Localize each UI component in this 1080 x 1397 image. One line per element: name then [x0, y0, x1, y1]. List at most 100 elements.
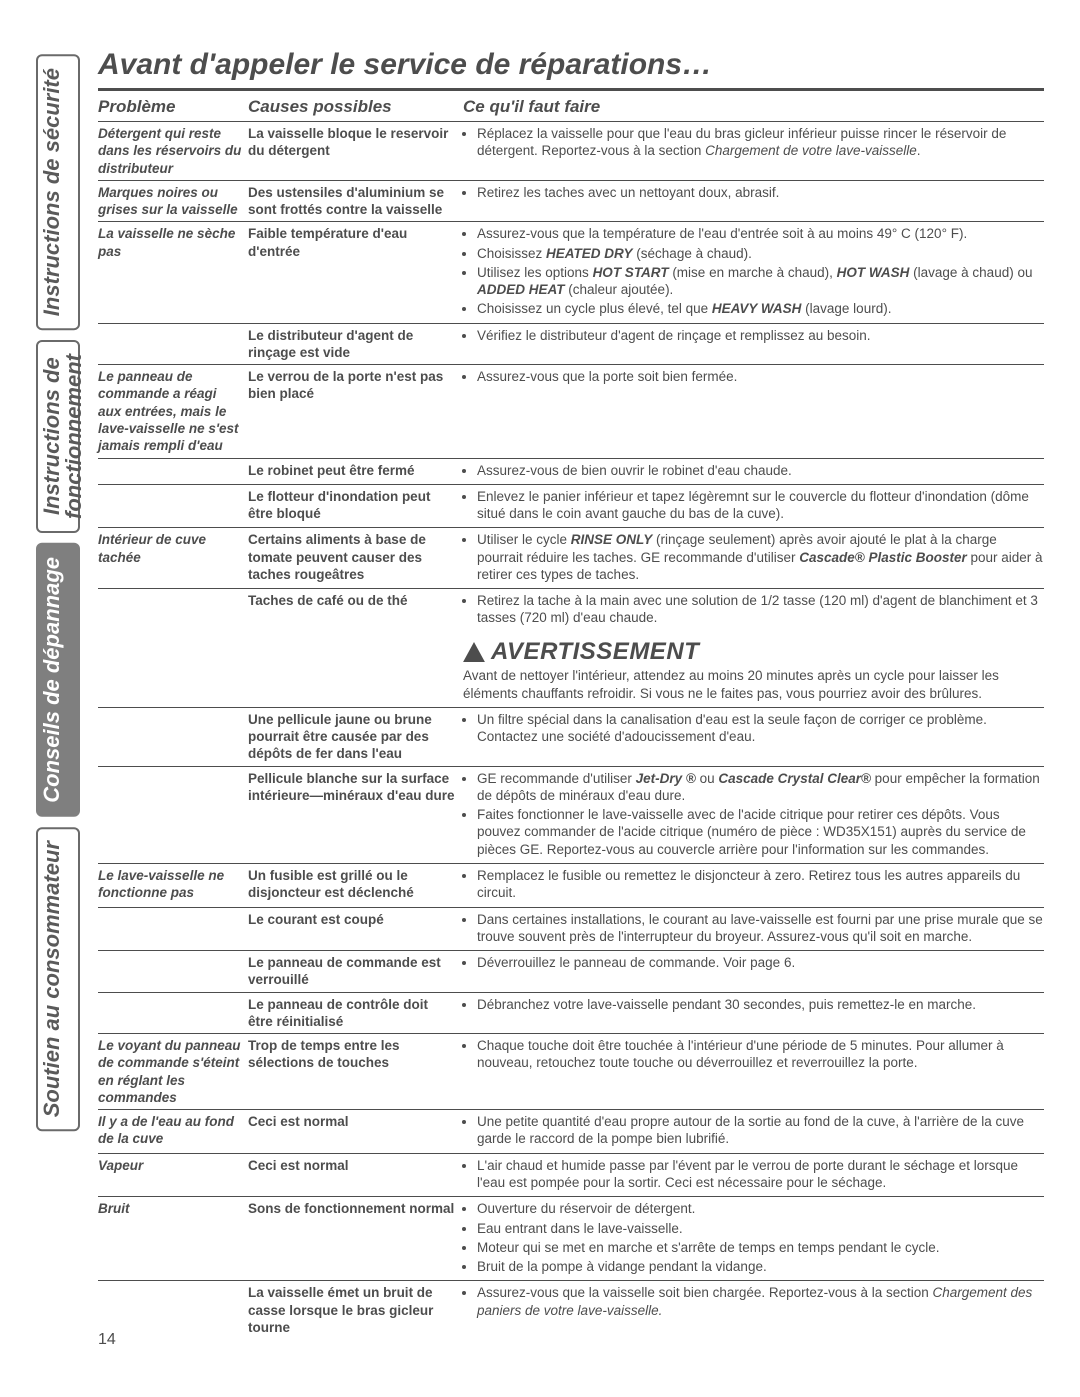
content-area: Avant d'appeler le service de réparation… [98, 48, 1044, 1339]
cell-problem [98, 1284, 248, 1336]
action-item: Moteur qui se met en marche et s'arrête … [477, 1239, 1044, 1258]
cell-cause: Trop de temps entre les sélections de to… [248, 1037, 463, 1106]
cell-cause: Le flotteur d'inondation peut être bloqu… [248, 488, 463, 525]
cell-problem [98, 592, 248, 629]
cell-problem: Bruit [98, 1200, 248, 1277]
warning-block: AVERTISSEMENTAvant de nettoyer l'intérie… [463, 635, 1044, 704]
cell-action: L'air chaud et humide passe par l'évent … [463, 1157, 1044, 1194]
table-row: Marques noires ou grises sur la vaissell… [98, 180, 1044, 222]
action-item: Assurez-vous de bien ouvrir le robinet d… [477, 462, 1044, 481]
header-action: Ce qu'il faut faire [463, 97, 1044, 117]
table-row: Intérieur de cuve tachéeCertains aliment… [98, 527, 1044, 588]
action-item: Assurez-vous que la température de l'eau… [477, 225, 1044, 244]
cell-cause: Taches de café ou de thé [248, 592, 463, 629]
action-item: Assurez-vous que la vaisselle soit bien … [477, 1284, 1044, 1321]
cell-action: Assurez-vous de bien ouvrir le robinet d… [463, 462, 1044, 481]
cell-action: Assurez-vous que la porte soit bien ferm… [463, 368, 1044, 454]
action-item: Débranchez votre lave-vaisselle pendant … [477, 996, 1044, 1015]
cell-cause: Une pellicule jaune ou brune pourrait êt… [248, 711, 463, 763]
action-item: Réplacez la vaisselle pour que l'eau du … [477, 125, 1044, 162]
cell-action: Déverrouillez le panneau de commande. Vo… [463, 954, 1044, 989]
table-row: La vaisselle émet un bruit de casse lors… [98, 1280, 1044, 1339]
warning-triangle-icon [463, 642, 485, 662]
table-row: VapeurCeci est normalL'air chaud et humi… [98, 1153, 1044, 1197]
action-item: Une petite quantité d'eau propre autour … [477, 1113, 1044, 1150]
table-row: Le distributeur d'agent de rinçage est v… [98, 323, 1044, 365]
action-item: Assurez-vous que la porte soit bien ferm… [477, 368, 1044, 387]
cell-cause: Des ustensiles d'aluminium se sont frott… [248, 184, 463, 219]
table-row: Le voyant du panneau de commande s'étein… [98, 1033, 1044, 1109]
header-causes: Causes possibles [248, 97, 463, 117]
cell-action: Assurez-vous que la température de l'eau… [463, 225, 1044, 319]
cell-action: Ouverture du réservoir de détergent.Eau … [463, 1200, 1044, 1277]
cell-cause: Un fusible est grillé ou le disjoncteur … [248, 867, 463, 904]
action-item: Retirez la tache à la main avec une solu… [477, 592, 1044, 629]
page-title: Avant d'appeler le service de réparation… [98, 48, 1044, 82]
cell-problem: Le voyant du panneau de commande s'étein… [98, 1037, 248, 1106]
cell-problem [98, 911, 248, 948]
cell-cause: Le robinet peut être fermé [248, 462, 463, 481]
table-row: Pellicule blanche sur la surface intérie… [98, 766, 1044, 863]
cell-cause: Le panneau de contrôle doit être réiniti… [248, 996, 463, 1031]
action-item: Ouverture du réservoir de détergent. [477, 1200, 1044, 1219]
cell-action: Retirez la tache à la main avec une solu… [463, 592, 1044, 629]
cell-cause: Le verrou de la porte n'est pas bien pla… [248, 368, 463, 454]
action-item: Remplacez le fusible ou remettez le disj… [477, 867, 1044, 904]
cell-problem [98, 488, 248, 525]
warning-row: AVERTISSEMENTAvant de nettoyer l'intérie… [98, 632, 1044, 707]
action-item: Retirez les taches avec un nettoyant dou… [477, 184, 1044, 203]
table-row: BruitSons de fonctionnement normalOuvert… [98, 1196, 1044, 1280]
cell-action: Une petite quantité d'eau propre autour … [463, 1113, 1044, 1150]
action-item: Enlevez le panier inférieur et tapez lég… [477, 488, 1044, 525]
cell-cause: La vaisselle émet un bruit de casse lors… [248, 1284, 463, 1336]
cell-cause: Certains aliments à base de tomate peuve… [248, 531, 463, 585]
cell-cause: Le distributeur d'agent de rinçage est v… [248, 327, 463, 362]
action-item: Vérifiez le distributeur d'agent de rinç… [477, 327, 1044, 346]
warning-heading: AVERTISSEMENT [463, 637, 1044, 668]
cell-cause: Le panneau de commande est verrouillé [248, 954, 463, 989]
cell-cause: Ceci est normal [248, 1157, 463, 1194]
cell-cause: Pellicule blanche sur la surface intérie… [248, 770, 463, 860]
action-item: Choisissez HEATED DRY (séchage à chaud). [477, 245, 1044, 264]
table-row: Le robinet peut être fermé Assurez-vous d… [98, 458, 1044, 484]
action-item: Faites fonctionner le lave-vaisselle ave… [477, 806, 1044, 860]
cell-action: Un filtre spécial dans la canalisation d… [463, 711, 1044, 763]
action-item: Utiliser le cycle RINSE ONLY (rinçage se… [477, 531, 1044, 585]
header-problem: Problème [98, 97, 248, 117]
cell-cause: Le courant est coupé [248, 911, 463, 948]
cell-action: Remplacez le fusible ou remettez le disj… [463, 867, 1044, 904]
action-item: Bruit de la pompe à vidange pendant la v… [477, 1258, 1044, 1277]
page-number: 14 [98, 1331, 116, 1349]
warning-text: Avant de nettoyer l'intérieur, attendez … [463, 667, 1044, 702]
cell-action: Retirez les taches avec un nettoyant dou… [463, 184, 1044, 219]
side-tab[interactable]: Soutien au consommateur [36, 827, 80, 1131]
cell-problem [98, 770, 248, 860]
action-item: GE recommande d'utiliser Jet-Dry ® ou Ca… [477, 770, 1044, 807]
side-tab[interactable]: Instructions de fonctionnement [36, 340, 80, 533]
cell-action: Vérifiez le distributeur d'agent de rinç… [463, 327, 1044, 362]
side-tab[interactable]: Instructions de sécurité [36, 54, 80, 330]
cell-action: Enlevez le panier inférieur et tapez lég… [463, 488, 1044, 525]
cell-problem: Intérieur de cuve tachée [98, 531, 248, 585]
cell-problem: Marques noires ou grises sur la vaissell… [98, 184, 248, 219]
table-row: Le courant est coupéDans certaines insta… [98, 907, 1044, 951]
cell-problem: La vaisselle ne sèche pas [98, 225, 248, 319]
cell-problem: Le panneau de commande a réagi aux entré… [98, 368, 248, 454]
cell-action: Dans certaines installations, le courant… [463, 911, 1044, 948]
table-row: Taches de café ou de thé Retirez la tache… [98, 588, 1044, 632]
cell-problem [98, 711, 248, 763]
cell-action: GE recommande d'utiliser Jet-Dry ® ou Ca… [463, 770, 1044, 860]
title-rule [98, 88, 1044, 91]
cell-action: Réplacez la vaisselle pour que l'eau du … [463, 125, 1044, 177]
table-row: Le panneau de contrôle doit être réiniti… [98, 992, 1044, 1034]
cell-action: Assurez-vous que la vaisselle soit bien … [463, 1284, 1044, 1336]
cell-cause: Ceci est normal [248, 1113, 463, 1150]
column-headers: Problème Causes possibles Ce qu'il faut … [98, 95, 1044, 121]
action-item: Choisissez un cycle plus élevé, tel que … [477, 300, 1044, 319]
side-tab[interactable]: Conseils de dépannage [36, 543, 80, 817]
action-item: Chaque touche doit être touchée à l'inté… [477, 1037, 1044, 1074]
table-row: Une pellicule jaune ou brune pourrait êt… [98, 707, 1044, 766]
side-tabs: Instructions de sécurité Instructions de … [36, 54, 80, 1339]
cell-cause: Faible température d'eau d'entrée [248, 225, 463, 319]
troubleshooting-table: Détergent qui reste dans les réservoirs … [98, 121, 1044, 1339]
